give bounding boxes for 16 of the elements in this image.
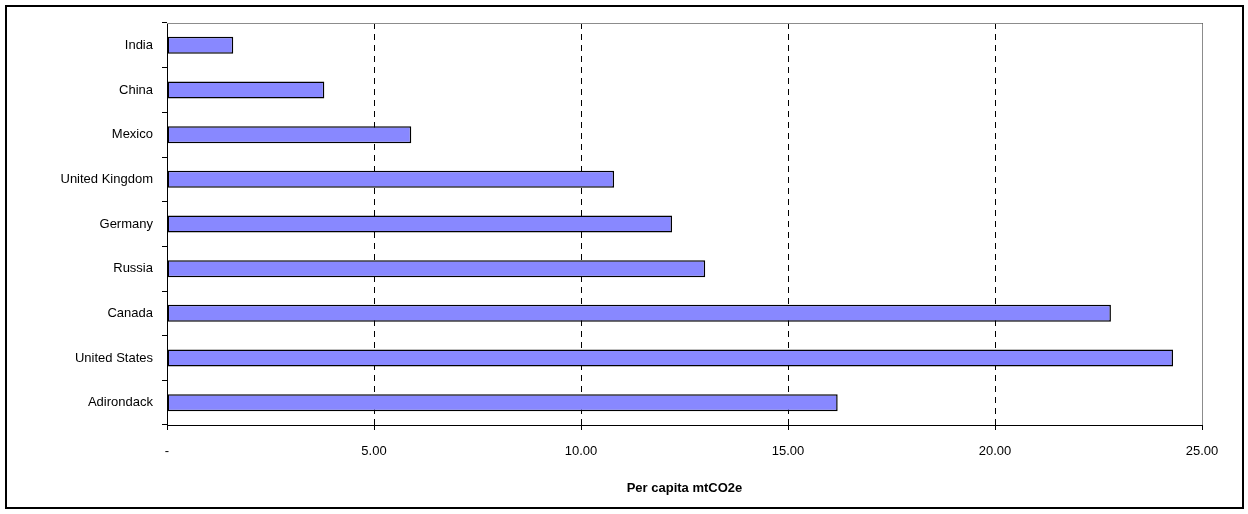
x-tick-label: 20.00 <box>978 443 1012 459</box>
y-tick-label: Canada <box>107 304 154 320</box>
y-tick-label: Germany <box>99 215 154 231</box>
y-tick-label: Adirondack <box>87 394 154 410</box>
y-tick-label: China <box>119 81 154 97</box>
y-tick-label: United Kingdom <box>60 170 153 186</box>
x-tick-label: 5.00 <box>361 443 387 459</box>
y-tick-label: United States <box>74 349 154 365</box>
y-tick-label: India <box>124 36 154 52</box>
y-tick-label: Mexico <box>111 126 153 142</box>
x-axis-title: Per capita mtCO2e <box>626 479 743 495</box>
x-tick-label: - <box>164 443 170 459</box>
x-tick-label: 10.00 <box>564 443 598 459</box>
x-tick-label: 25.00 <box>1185 443 1219 459</box>
y-tick-label: Russia <box>113 260 154 276</box>
x-tick-label: 15.00 <box>771 443 805 459</box>
